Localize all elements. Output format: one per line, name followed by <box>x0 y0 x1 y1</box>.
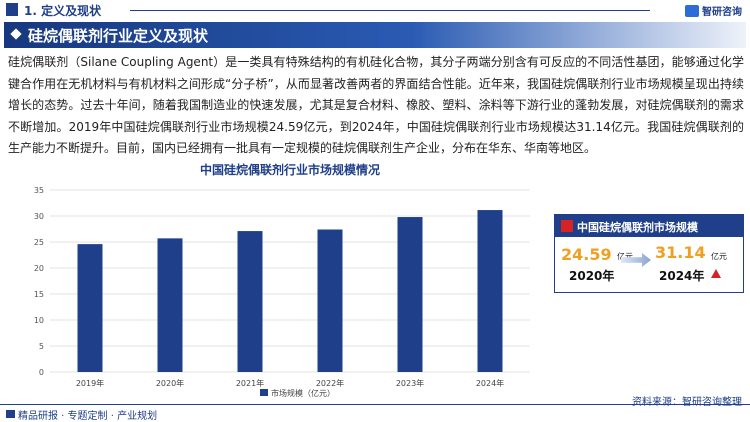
bar <box>237 231 263 372</box>
title-banner: 硅烷偶联剂行业定义及现状 <box>4 22 746 48</box>
y-axis: 0 5 10 15 20 25 30 35 <box>34 186 44 377</box>
bar <box>477 210 503 372</box>
section-marker <box>6 3 18 16</box>
chart-grid <box>50 189 530 373</box>
brand-name: 智研咨询 <box>702 7 742 18</box>
x-tick-label: 2021年 <box>236 378 264 388</box>
legend-swatch <box>260 389 268 396</box>
bar-chart: 中国硅烷偶联剂行业市场规模情况 0 5 10 15 20 25 30 35 2019年 2020… <box>34 162 530 398</box>
summary-card-header: 中国硅烷偶联剂市场规模 <box>555 215 743 237</box>
brand-logo-icon <box>685 4 699 17</box>
y-tick-label: 5 <box>39 342 44 351</box>
footer-tagline: 精品研报 · 专题定制 · 产业规划 <box>18 411 158 422</box>
start-value: 24.59 <box>561 245 612 264</box>
bar <box>317 229 343 372</box>
y-tick-label: 35 <box>34 186 44 195</box>
start-unit: 亿元 <box>617 252 633 261</box>
header-divider <box>130 10 650 11</box>
y-tick-label: 20 <box>34 264 44 273</box>
x-tick-label: 2022年 <box>316 378 344 388</box>
intro-paragraph: 硅烷偶联剂（Silane Coupling Agent）是一类具有特殊结构的有机… <box>8 55 744 155</box>
footer-marker <box>6 410 15 418</box>
y-tick-label: 25 <box>34 238 44 247</box>
bar <box>77 244 103 372</box>
x-tick-label: 2020年 <box>156 378 184 388</box>
legend-label: 市场规模（亿元） <box>271 388 335 398</box>
footer: 精品研报 · 专题定制 · 产业规划 资料来源：智研咨询整理 <box>0 397 750 422</box>
bar <box>157 238 183 372</box>
end-unit: 亿元 <box>711 252 727 261</box>
chart-title: 中国硅烷偶联剂行业市场规模情况 <box>200 162 380 177</box>
section-label: 1. 定义及现状 <box>24 4 102 18</box>
chart-legend: 市场规模（亿元） <box>260 388 335 398</box>
bar <box>397 217 423 372</box>
diamond-icon <box>10 28 22 40</box>
x-tick-label: 2023年 <box>396 378 424 388</box>
x-tick-label: 2019年 <box>76 378 104 388</box>
y-tick-label: 10 <box>34 316 44 325</box>
end-value: 31.14 <box>655 243 706 262</box>
brand-logo: 智研咨询 <box>685 3 742 18</box>
end-year: 2024年 <box>659 269 705 283</box>
source-note: 资料来源：智研咨询整理 <box>632 397 742 408</box>
bar-series <box>77 210 503 372</box>
x-tick-label: 2024年 <box>476 378 504 388</box>
summary-card-title: 中国硅烷偶联剂市场规模 <box>577 221 698 234</box>
y-tick-label: 30 <box>34 212 44 221</box>
y-tick-label: 0 <box>39 368 44 377</box>
x-axis: 2019年 2020年 2021年 2022年 2023年 2024年 <box>76 378 504 388</box>
page-title: 硅烷偶联剂行业定义及现状 <box>28 27 209 45</box>
chart-icon <box>561 220 573 232</box>
summary-card: 中国硅烷偶联剂市场规模 24.59 亿元 2020年 31.14 亿元 2024… <box>554 214 744 293</box>
arrow-up-icon <box>711 269 721 278</box>
y-tick-label: 15 <box>34 290 44 299</box>
top-bar: 1. 定义及现状 智研咨询 <box>0 0 750 20</box>
start-year: 2020年 <box>569 269 615 283</box>
